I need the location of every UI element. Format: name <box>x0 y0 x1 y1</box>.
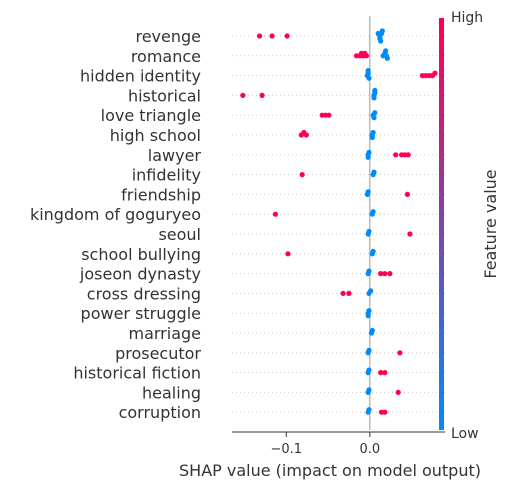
feature-label-marriage: marriage <box>128 324 201 343</box>
x-tick-label-0: −0.1 <box>271 442 303 457</box>
point-romance-9 <box>384 55 390 61</box>
point-kingdom-of-goguryeo-0 <box>272 211 279 217</box>
point-historical-fiction-3 <box>366 367 372 373</box>
feature-label-prosecutor: prosecutor <box>115 344 201 363</box>
feature-label-corruption: corruption <box>119 403 201 422</box>
point-romance-10 <box>383 48 389 54</box>
point-kingdom-of-goguryeo-2 <box>370 209 376 215</box>
feature-label-kingdom-of-goguryeo: kingdom of goguryeo <box>30 205 201 224</box>
point-seoul-2 <box>366 228 372 235</box>
feature-label-joseon-dynasty: joseon dynasty <box>79 265 201 284</box>
point-historical-1 <box>259 92 265 98</box>
point-healing-0 <box>395 389 401 395</box>
point-historical-fiction-0 <box>378 370 384 376</box>
point-joseon-dynasty-2 <box>387 271 393 277</box>
point-lawyer-0 <box>393 152 399 158</box>
point-cross-dressing-1 <box>346 290 352 296</box>
point-hidden-identity-7 <box>366 75 372 81</box>
feature-label-revenge: revenge <box>135 27 201 46</box>
point-power-struggle-1 <box>366 308 372 314</box>
x-tick-label-1: 0.0 <box>359 442 380 457</box>
point-romance-5 <box>363 53 370 59</box>
point-high-school-5 <box>369 134 375 141</box>
point-love-triangle-2 <box>326 112 332 118</box>
feature-label-high-school: high school <box>110 126 201 145</box>
feature-label-healing: healing <box>142 383 201 402</box>
point-seoul-0 <box>407 231 413 237</box>
point-corruption-1 <box>382 409 388 415</box>
feature-label-power-struggle: power struggle <box>81 304 201 323</box>
point-joseon-dynasty-4 <box>366 268 372 274</box>
x-axis-label: SHAP value (impact on model output) <box>179 461 481 480</box>
point-prosecutor-2 <box>366 347 372 353</box>
feature-label-historical: historical <box>128 86 201 105</box>
point-historical-fiction-1 <box>382 370 388 376</box>
point-lawyer-6 <box>365 154 371 160</box>
point-cross-dressing-0 <box>340 290 346 296</box>
feature-label-romance: romance <box>131 47 201 66</box>
point-school-bullying-0 <box>285 251 291 257</box>
point-hidden-identity-8 <box>365 68 371 74</box>
colorbar-label: Feature value <box>481 169 500 278</box>
point-joseon-dynasty-1 <box>382 271 388 277</box>
feature-label-seoul: seoul <box>158 225 201 244</box>
point-revenge-0 <box>256 33 263 39</box>
feature-label-friendship: friendship <box>121 185 201 204</box>
feature-label-school-bullying: school bullying <box>81 245 201 264</box>
point-revenge-8 <box>375 30 381 37</box>
point-power-struggle-2 <box>365 313 371 319</box>
point-friendship-2 <box>365 189 371 195</box>
x-axis-ticks: −0.1 0.0 <box>271 432 380 457</box>
point-infidelity-2 <box>371 169 377 175</box>
point-revenge-6 <box>379 28 385 34</box>
point-marriage-1 <box>369 327 375 334</box>
colorbar-low-label: Low <box>451 426 479 442</box>
feature-label-love-triangle: love triangle <box>101 106 201 125</box>
point-joseon-dynasty-0 <box>378 271 384 277</box>
feature-label-infidelity: infidelity <box>132 166 201 185</box>
point-revenge-7 <box>378 38 384 44</box>
colorbar-high-label: High <box>451 10 483 26</box>
colorbar <box>439 18 444 430</box>
point-hidden-identity-4 <box>432 70 438 76</box>
point-lawyer-3 <box>405 152 411 158</box>
point-cross-dressing-3 <box>368 288 374 294</box>
point-healing-2 <box>366 387 372 393</box>
feature-label-hidden-identity: hidden identity <box>80 67 201 86</box>
point-love-triangle-5 <box>371 115 377 121</box>
point-revenge-1 <box>269 33 275 39</box>
feature-label-historical-fiction: historical fiction <box>73 364 201 383</box>
point-high-school-2 <box>303 132 309 138</box>
points-layer <box>240 28 438 415</box>
point-prosecutor-0 <box>397 350 403 356</box>
point-historical-0 <box>240 92 246 98</box>
point-revenge-2 <box>284 33 290 39</box>
feature-label-cross-dressing: cross dressing <box>87 284 201 303</box>
point-historical-4 <box>371 95 377 101</box>
feature-label-lawyer: lawyer <box>148 146 202 165</box>
point-love-triangle-4 <box>372 110 378 116</box>
point-historical-5 <box>372 87 378 93</box>
point-infidelity-0 <box>299 172 305 178</box>
point-corruption-3 <box>366 407 372 413</box>
point-school-bullying-2 <box>370 248 376 254</box>
point-high-school-4 <box>370 129 376 136</box>
point-friendship-0 <box>404 191 411 197</box>
point-lawyer-5 <box>366 149 372 155</box>
